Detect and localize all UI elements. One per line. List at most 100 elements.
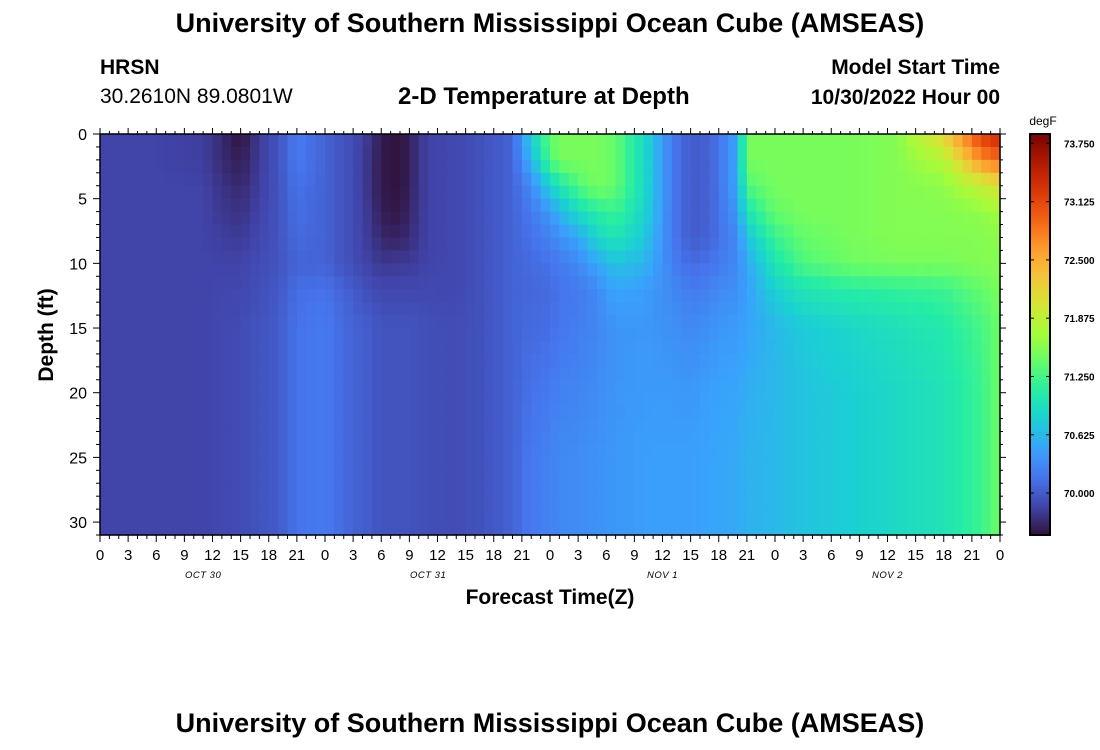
heatmap-cell bbox=[109, 405, 120, 420]
heatmap-cell bbox=[353, 263, 364, 277]
heatmap-cell bbox=[278, 289, 289, 303]
heatmap-cell bbox=[596, 263, 607, 277]
heatmap-cell bbox=[971, 392, 982, 407]
heatmap-cell bbox=[550, 496, 560, 510]
heatmap-cell bbox=[840, 276, 851, 290]
heatmap-cell bbox=[503, 134, 514, 148]
heatmap-cell bbox=[128, 289, 139, 303]
heatmap-cell bbox=[109, 379, 120, 394]
heatmap-cell bbox=[653, 379, 664, 394]
heatmap-cell bbox=[531, 289, 542, 303]
heatmap-cell bbox=[203, 444, 214, 458]
heatmap-cell bbox=[831, 315, 842, 329]
heatmap-cell bbox=[746, 483, 757, 497]
heatmap-cell bbox=[437, 211, 448, 226]
heatmap-cell bbox=[521, 276, 532, 290]
heatmap-cell bbox=[746, 366, 757, 381]
heatmap-cell bbox=[915, 159, 926, 174]
heatmap-cell bbox=[371, 418, 382, 433]
heatmap-cell bbox=[906, 302, 917, 316]
heatmap-cell bbox=[250, 379, 260, 394]
heatmap-cell bbox=[250, 302, 260, 316]
heatmap-cell bbox=[184, 224, 195, 239]
heatmap-cell bbox=[887, 457, 898, 471]
heatmap-cell bbox=[793, 470, 804, 484]
heatmap-cell bbox=[456, 211, 467, 226]
heatmap-cell bbox=[737, 302, 748, 316]
date-label: OCT 31 bbox=[410, 570, 446, 581]
heatmap-cell bbox=[184, 172, 195, 187]
heatmap-cell bbox=[390, 340, 401, 355]
heatmap-cell bbox=[437, 146, 448, 161]
heatmap-cell bbox=[803, 302, 814, 316]
heatmap-cell bbox=[343, 276, 354, 290]
heatmap-cell bbox=[165, 379, 176, 394]
heatmap-cell bbox=[850, 276, 860, 290]
heatmap-cell bbox=[587, 405, 598, 420]
heatmap-cell bbox=[906, 250, 917, 264]
heatmap-cell bbox=[250, 185, 260, 200]
heatmap-cell bbox=[334, 159, 345, 174]
heatmap-cell bbox=[221, 211, 232, 226]
heatmap-cell bbox=[831, 340, 842, 355]
heatmap-cell bbox=[868, 405, 879, 420]
heatmap-cell bbox=[681, 315, 692, 329]
heatmap-cell bbox=[878, 198, 889, 213]
heatmap-cell bbox=[878, 522, 889, 536]
heatmap-cell bbox=[175, 328, 185, 342]
heatmap-cell bbox=[943, 392, 954, 407]
heatmap-cell bbox=[906, 328, 917, 342]
heatmap-cell bbox=[296, 263, 307, 277]
heatmap-cell bbox=[784, 289, 795, 303]
heatmap-cell bbox=[643, 159, 654, 174]
heatmap-cell bbox=[803, 431, 814, 446]
heatmap-cell bbox=[184, 276, 195, 290]
heatmap-cell bbox=[850, 457, 860, 471]
heatmap-cell bbox=[596, 379, 607, 394]
heatmap-cell bbox=[971, 276, 982, 290]
heatmap-cell bbox=[118, 509, 129, 523]
heatmap-cell bbox=[840, 146, 851, 161]
heatmap-cell bbox=[100, 263, 110, 277]
heatmap-cell bbox=[493, 366, 504, 381]
heatmap-cell bbox=[962, 302, 973, 316]
heatmap-cell bbox=[943, 276, 954, 290]
heatmap-cell bbox=[446, 159, 457, 174]
heatmap-cell bbox=[793, 496, 804, 510]
heatmap-cell bbox=[203, 483, 214, 497]
heatmap-cell bbox=[146, 159, 157, 174]
heatmap-cell bbox=[400, 353, 410, 368]
heatmap-cell bbox=[634, 172, 645, 187]
heatmap-cell bbox=[737, 483, 748, 497]
heatmap-cell bbox=[193, 470, 204, 484]
heatmap-cell bbox=[231, 328, 242, 342]
heatmap-cell bbox=[250, 483, 260, 497]
heatmap-cell bbox=[343, 457, 354, 471]
heatmap-cell bbox=[728, 431, 739, 446]
heatmap-cell bbox=[409, 431, 420, 446]
heatmap-cell bbox=[203, 198, 214, 213]
heatmap-cell bbox=[662, 276, 673, 290]
heatmap-cell bbox=[709, 444, 720, 458]
heatmap-cell bbox=[840, 211, 851, 226]
heatmap-cell bbox=[868, 185, 879, 200]
heatmap-cell bbox=[484, 146, 495, 161]
heatmap-cell bbox=[521, 211, 532, 226]
heatmap-cell bbox=[240, 302, 251, 316]
heatmap-cell bbox=[287, 392, 298, 407]
heatmap-cell bbox=[353, 379, 364, 394]
heatmap-cell bbox=[456, 457, 467, 471]
heatmap-cell bbox=[390, 483, 401, 497]
heatmap-cell bbox=[334, 328, 345, 342]
heatmap-cell bbox=[859, 185, 870, 200]
heatmap-cell bbox=[465, 509, 476, 523]
heatmap-cell bbox=[175, 340, 185, 355]
heatmap-cell bbox=[240, 159, 251, 174]
heatmap-cell bbox=[981, 237, 992, 252]
heatmap-cell bbox=[925, 444, 935, 458]
heatmap-cell bbox=[821, 276, 832, 290]
heatmap-cell bbox=[521, 328, 532, 342]
heatmap-cell bbox=[671, 457, 682, 471]
heatmap-cell bbox=[812, 496, 823, 510]
heatmap-cell bbox=[343, 431, 354, 446]
